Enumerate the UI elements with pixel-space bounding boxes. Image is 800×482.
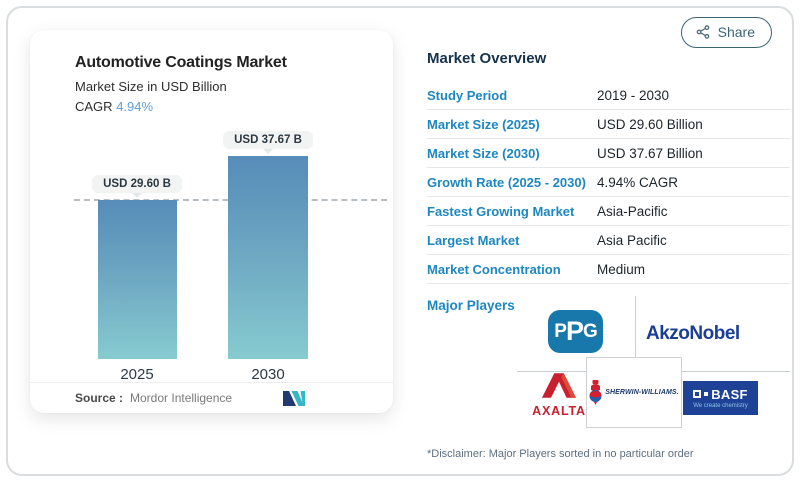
disclaimer-text: *Disclaimer: Major Players sorted in no … xyxy=(427,448,694,460)
ppg-letter: P xyxy=(565,316,584,346)
basf-tagline: We create chemistry xyxy=(693,402,748,409)
cagr-line: CAGR 4.94% xyxy=(75,99,153,114)
table-row: Study Period 2019 - 2030 xyxy=(427,81,790,110)
row-label: Market Size (2030) xyxy=(427,145,540,161)
x-axis-label-2030: 2030 xyxy=(251,366,285,383)
bar-value-badge-2025: USD 29.60 B xyxy=(92,175,182,193)
basf-mark: BASF xyxy=(693,388,748,401)
sherwin-paint-globe-icon xyxy=(589,379,602,406)
overview-title: Market Overview xyxy=(427,50,547,67)
row-value: Asia-Pacific xyxy=(597,203,668,219)
basf-logo: BASF We create chemistry xyxy=(683,381,758,415)
source-label: Source : xyxy=(75,391,124,405)
ppg-letter: G xyxy=(582,321,598,342)
table-row: Largest Market Asia Pacific xyxy=(427,226,790,255)
akzonobel-logo: AkzoNobel xyxy=(646,323,740,344)
basf-square-dot-icon xyxy=(704,392,709,396)
table-row: Market Size (2030) USD 37.67 Billion xyxy=(427,139,790,168)
bar-value-badge-2030: USD 37.67 B xyxy=(223,131,313,149)
row-label: Market Size (2025) xyxy=(427,116,540,132)
sherwin-wordmark: SHERWIN-WILLIAMS. xyxy=(605,389,679,396)
cagr-value: 4.94% xyxy=(116,99,154,114)
major-players-label: Major Players xyxy=(427,298,515,313)
basf-wordmark: BASF xyxy=(711,386,748,402)
table-row: Growth Rate (2025 - 2030) 4.94% CAGR xyxy=(427,168,790,197)
share-icon xyxy=(696,25,710,39)
bar-2025 xyxy=(98,200,177,359)
ppg-letter: P xyxy=(554,321,567,342)
row-label: Growth Rate (2025 - 2030) xyxy=(427,174,586,190)
basf-square-outline-icon xyxy=(693,390,702,398)
row-label: Largest Market xyxy=(427,232,520,248)
row-label: Study Period xyxy=(427,87,508,103)
market-overview-panel: Share Market Overview Study Period 2019 … xyxy=(427,0,790,482)
share-button[interactable]: Share xyxy=(680,17,772,48)
source-value: Mordor Intelligence xyxy=(130,391,233,405)
players-horizontal-divider-right xyxy=(682,371,790,372)
row-value: 2019 - 2030 xyxy=(597,87,670,103)
row-value: USD 37.67 Billion xyxy=(597,145,703,161)
market-size-chart-card: Automotive Coatings Market Market Size i… xyxy=(30,30,393,413)
mordor-intelligence-logo-icon xyxy=(283,390,306,409)
chart-title: Automotive Coatings Market xyxy=(75,54,287,71)
ppg-logo: P P G xyxy=(548,310,603,353)
axalta-mark-icon xyxy=(542,373,576,402)
table-row: Fastest Growing Market Asia-Pacific xyxy=(427,197,790,226)
row-value: 4.94% CAGR xyxy=(597,174,679,190)
row-label: Fastest Growing Market xyxy=(427,203,575,219)
share-label: Share xyxy=(717,24,755,40)
source-row: Source : Mordor Intelligence xyxy=(30,382,393,413)
axalta-wordmark: AXALTA xyxy=(532,404,586,418)
row-value: Medium xyxy=(597,261,646,277)
players-horizontal-divider-left xyxy=(517,371,586,372)
sherwin-williams-logo: SHERWIN-WILLIAMS. xyxy=(586,357,682,428)
x-axis-label-2025: 2025 xyxy=(120,366,154,383)
row-label: Market Concentration xyxy=(427,261,561,277)
row-value: USD 29.60 Billion xyxy=(597,116,703,132)
overview-table: Study Period 2019 - 2030 Market Size (20… xyxy=(427,81,790,284)
players-vertical-divider xyxy=(635,296,636,358)
cagr-label: CAGR xyxy=(75,99,113,114)
table-row: Market Concentration Medium xyxy=(427,255,790,284)
row-value: Asia Pacific xyxy=(597,232,667,248)
axalta-logo: AXALTA xyxy=(524,373,594,418)
bar-2030 xyxy=(228,156,308,359)
table-row: Market Size (2025) USD 29.60 Billion xyxy=(427,110,790,139)
major-players-section: Major Players P P G AkzoNobel AXALTA xyxy=(427,290,790,440)
chart-subtitle: Market Size in USD Billion xyxy=(75,79,227,94)
